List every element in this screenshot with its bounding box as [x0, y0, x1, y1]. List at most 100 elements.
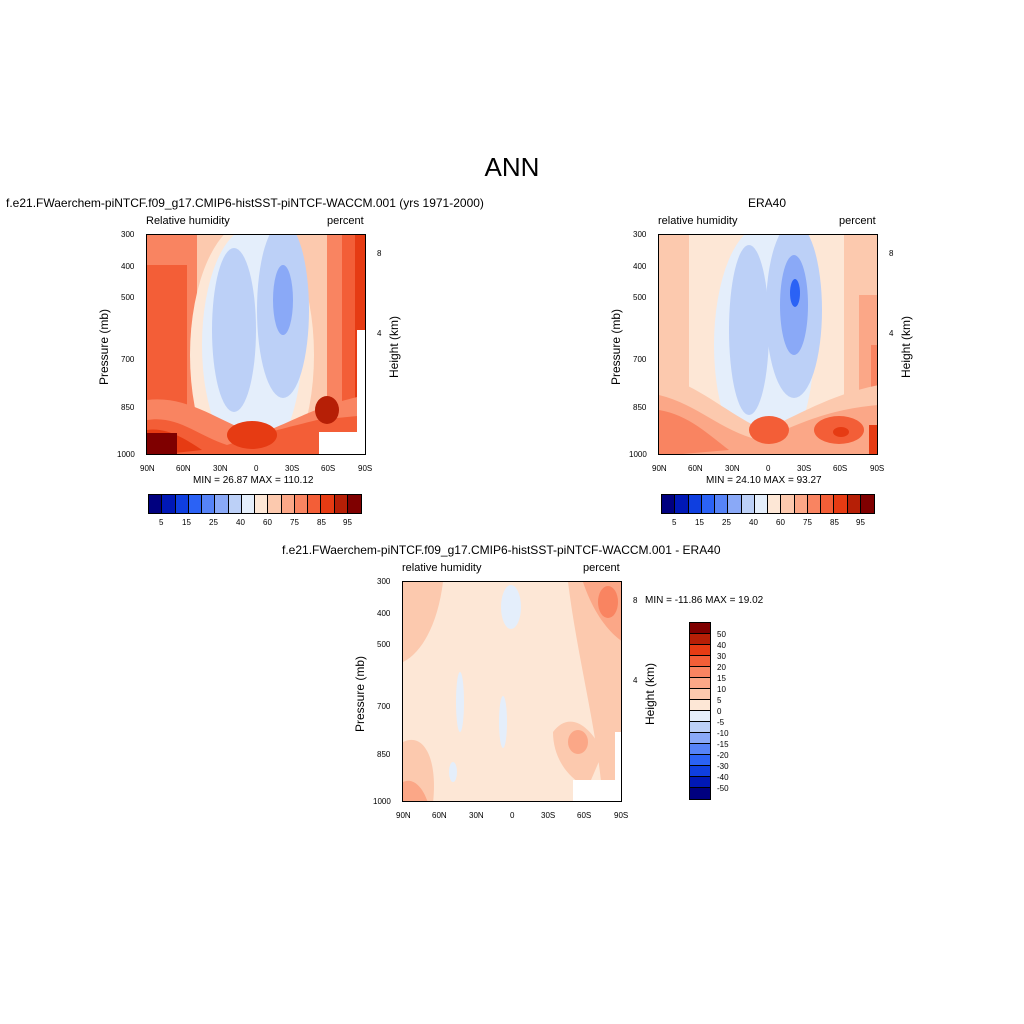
colorbar-tick: -15 — [717, 740, 729, 749]
y-tick: 400 — [377, 609, 391, 618]
colorbar-segment — [807, 495, 821, 513]
x-tick: 30S — [541, 811, 556, 820]
x-tick: 30S — [285, 464, 300, 473]
y-tick: 1000 — [117, 450, 135, 459]
colorbar-tick: 15 — [182, 518, 191, 527]
colorbar-segment — [754, 495, 768, 513]
units-label: percent — [839, 215, 876, 227]
contour-plot — [146, 234, 366, 455]
colorbar-tick: 50 — [717, 630, 726, 639]
colorbar-segment — [662, 495, 676, 513]
colorbar-segment — [690, 700, 710, 711]
x-tick: 90S — [358, 464, 373, 473]
colorbar-tick: 30 — [717, 652, 726, 661]
colorbar — [148, 494, 362, 514]
x-tick: 60S — [321, 464, 336, 473]
contour-plot — [402, 581, 622, 802]
colorbar-segment — [308, 495, 322, 513]
y-tick-right: 4 — [633, 676, 638, 685]
min-max-label: MIN = 26.87 MAX = 110.12 — [193, 475, 314, 486]
colorbar-tick: 20 — [717, 663, 726, 672]
colorbar-segment — [162, 495, 176, 513]
variable-label: relative humidity — [402, 562, 482, 574]
y-tick-right: 4 — [377, 329, 382, 338]
colorbar-segment — [255, 495, 269, 513]
colorbar-segment — [690, 711, 710, 722]
colorbar-segment — [690, 766, 710, 777]
colorbar-segment — [675, 495, 689, 513]
colorbar-segment — [690, 788, 710, 799]
colorbar-segment — [690, 689, 710, 700]
y-axis-right-label: Height (km) — [643, 662, 657, 725]
colorbar — [689, 622, 711, 800]
colorbar-segment — [228, 495, 242, 513]
colorbar-tick: 5 — [159, 518, 164, 527]
y-tick: 850 — [121, 403, 135, 412]
colorbar-tick: 40 — [236, 518, 245, 527]
colorbar-tick: 10 — [717, 685, 726, 694]
colorbar-tick: 75 — [803, 518, 812, 527]
colorbar-segment — [690, 667, 710, 678]
colorbar-tick: 5 — [717, 696, 722, 705]
colorbar — [661, 494, 875, 514]
colorbar-segment — [690, 623, 710, 634]
x-tick: 0 — [766, 464, 771, 473]
x-tick: 90N — [140, 464, 155, 473]
y-tick: 1000 — [373, 797, 391, 806]
colorbar-tick: -20 — [717, 751, 729, 760]
colorbar-tick: 60 — [263, 518, 272, 527]
colorbar-segment — [688, 495, 702, 513]
colorbar-segment — [241, 495, 255, 513]
x-tick: 90N — [396, 811, 411, 820]
colorbar-segment — [741, 495, 755, 513]
colorbar-tick: 40 — [717, 641, 726, 650]
contour-plot — [658, 234, 878, 455]
y-axis-right-label: Height (km) — [387, 315, 401, 378]
variable-label: relative humidity — [658, 215, 738, 227]
y-axis-label: Pressure (mb) — [97, 308, 111, 385]
y-tick: 700 — [377, 702, 391, 711]
y-tick-right: 8 — [377, 249, 382, 258]
x-tick: 0 — [510, 811, 515, 820]
colorbar-segment — [794, 495, 808, 513]
colorbar-tick: 95 — [856, 518, 865, 527]
colorbar-segment — [781, 495, 795, 513]
x-tick: 90S — [614, 811, 629, 820]
y-axis-label: Pressure (mb) — [353, 655, 367, 732]
colorbar-segment — [690, 634, 710, 645]
units-label: percent — [327, 215, 364, 227]
x-tick: 60N — [176, 464, 191, 473]
colorbar-segment — [690, 755, 710, 766]
colorbar-segment — [768, 495, 782, 513]
colorbar-segment — [347, 495, 361, 513]
y-tick: 500 — [121, 293, 135, 302]
contour-field — [659, 235, 877, 454]
colorbar-segment — [294, 495, 308, 513]
colorbar-segment — [821, 495, 835, 513]
colorbar-tick: 40 — [749, 518, 758, 527]
variable-label: Relative humidity — [146, 215, 230, 227]
panel-title: f.e21.FWaerchem-piNTCF.f09_g17.CMIP6-his… — [282, 543, 721, 557]
y-tick-right: 8 — [633, 596, 638, 605]
colorbar-segment — [268, 495, 282, 513]
colorbar-tick: 0 — [717, 707, 722, 716]
y-axis-right-label: Height (km) — [899, 315, 913, 378]
main-title: ANN — [484, 152, 540, 182]
colorbar-segment — [690, 645, 710, 656]
colorbar-tick: 25 — [209, 518, 218, 527]
colorbar-tick: -40 — [717, 773, 729, 782]
colorbar-tick: 5 — [672, 518, 677, 527]
x-tick: 30N — [213, 464, 228, 473]
y-tick: 300 — [377, 577, 391, 586]
colorbar-segment — [334, 495, 348, 513]
y-tick: 500 — [633, 293, 647, 302]
min-max-label: MIN = -11.86 MAX = 19.02 — [645, 595, 764, 606]
colorbar-segment — [715, 495, 729, 513]
x-tick: 90N — [652, 464, 667, 473]
colorbar-segment — [215, 495, 229, 513]
y-tick: 400 — [633, 262, 647, 271]
colorbar-tick: -50 — [717, 784, 729, 793]
colorbar-tick: 85 — [830, 518, 839, 527]
colorbar-tick: 15 — [717, 674, 726, 683]
colorbar-segment — [847, 495, 861, 513]
